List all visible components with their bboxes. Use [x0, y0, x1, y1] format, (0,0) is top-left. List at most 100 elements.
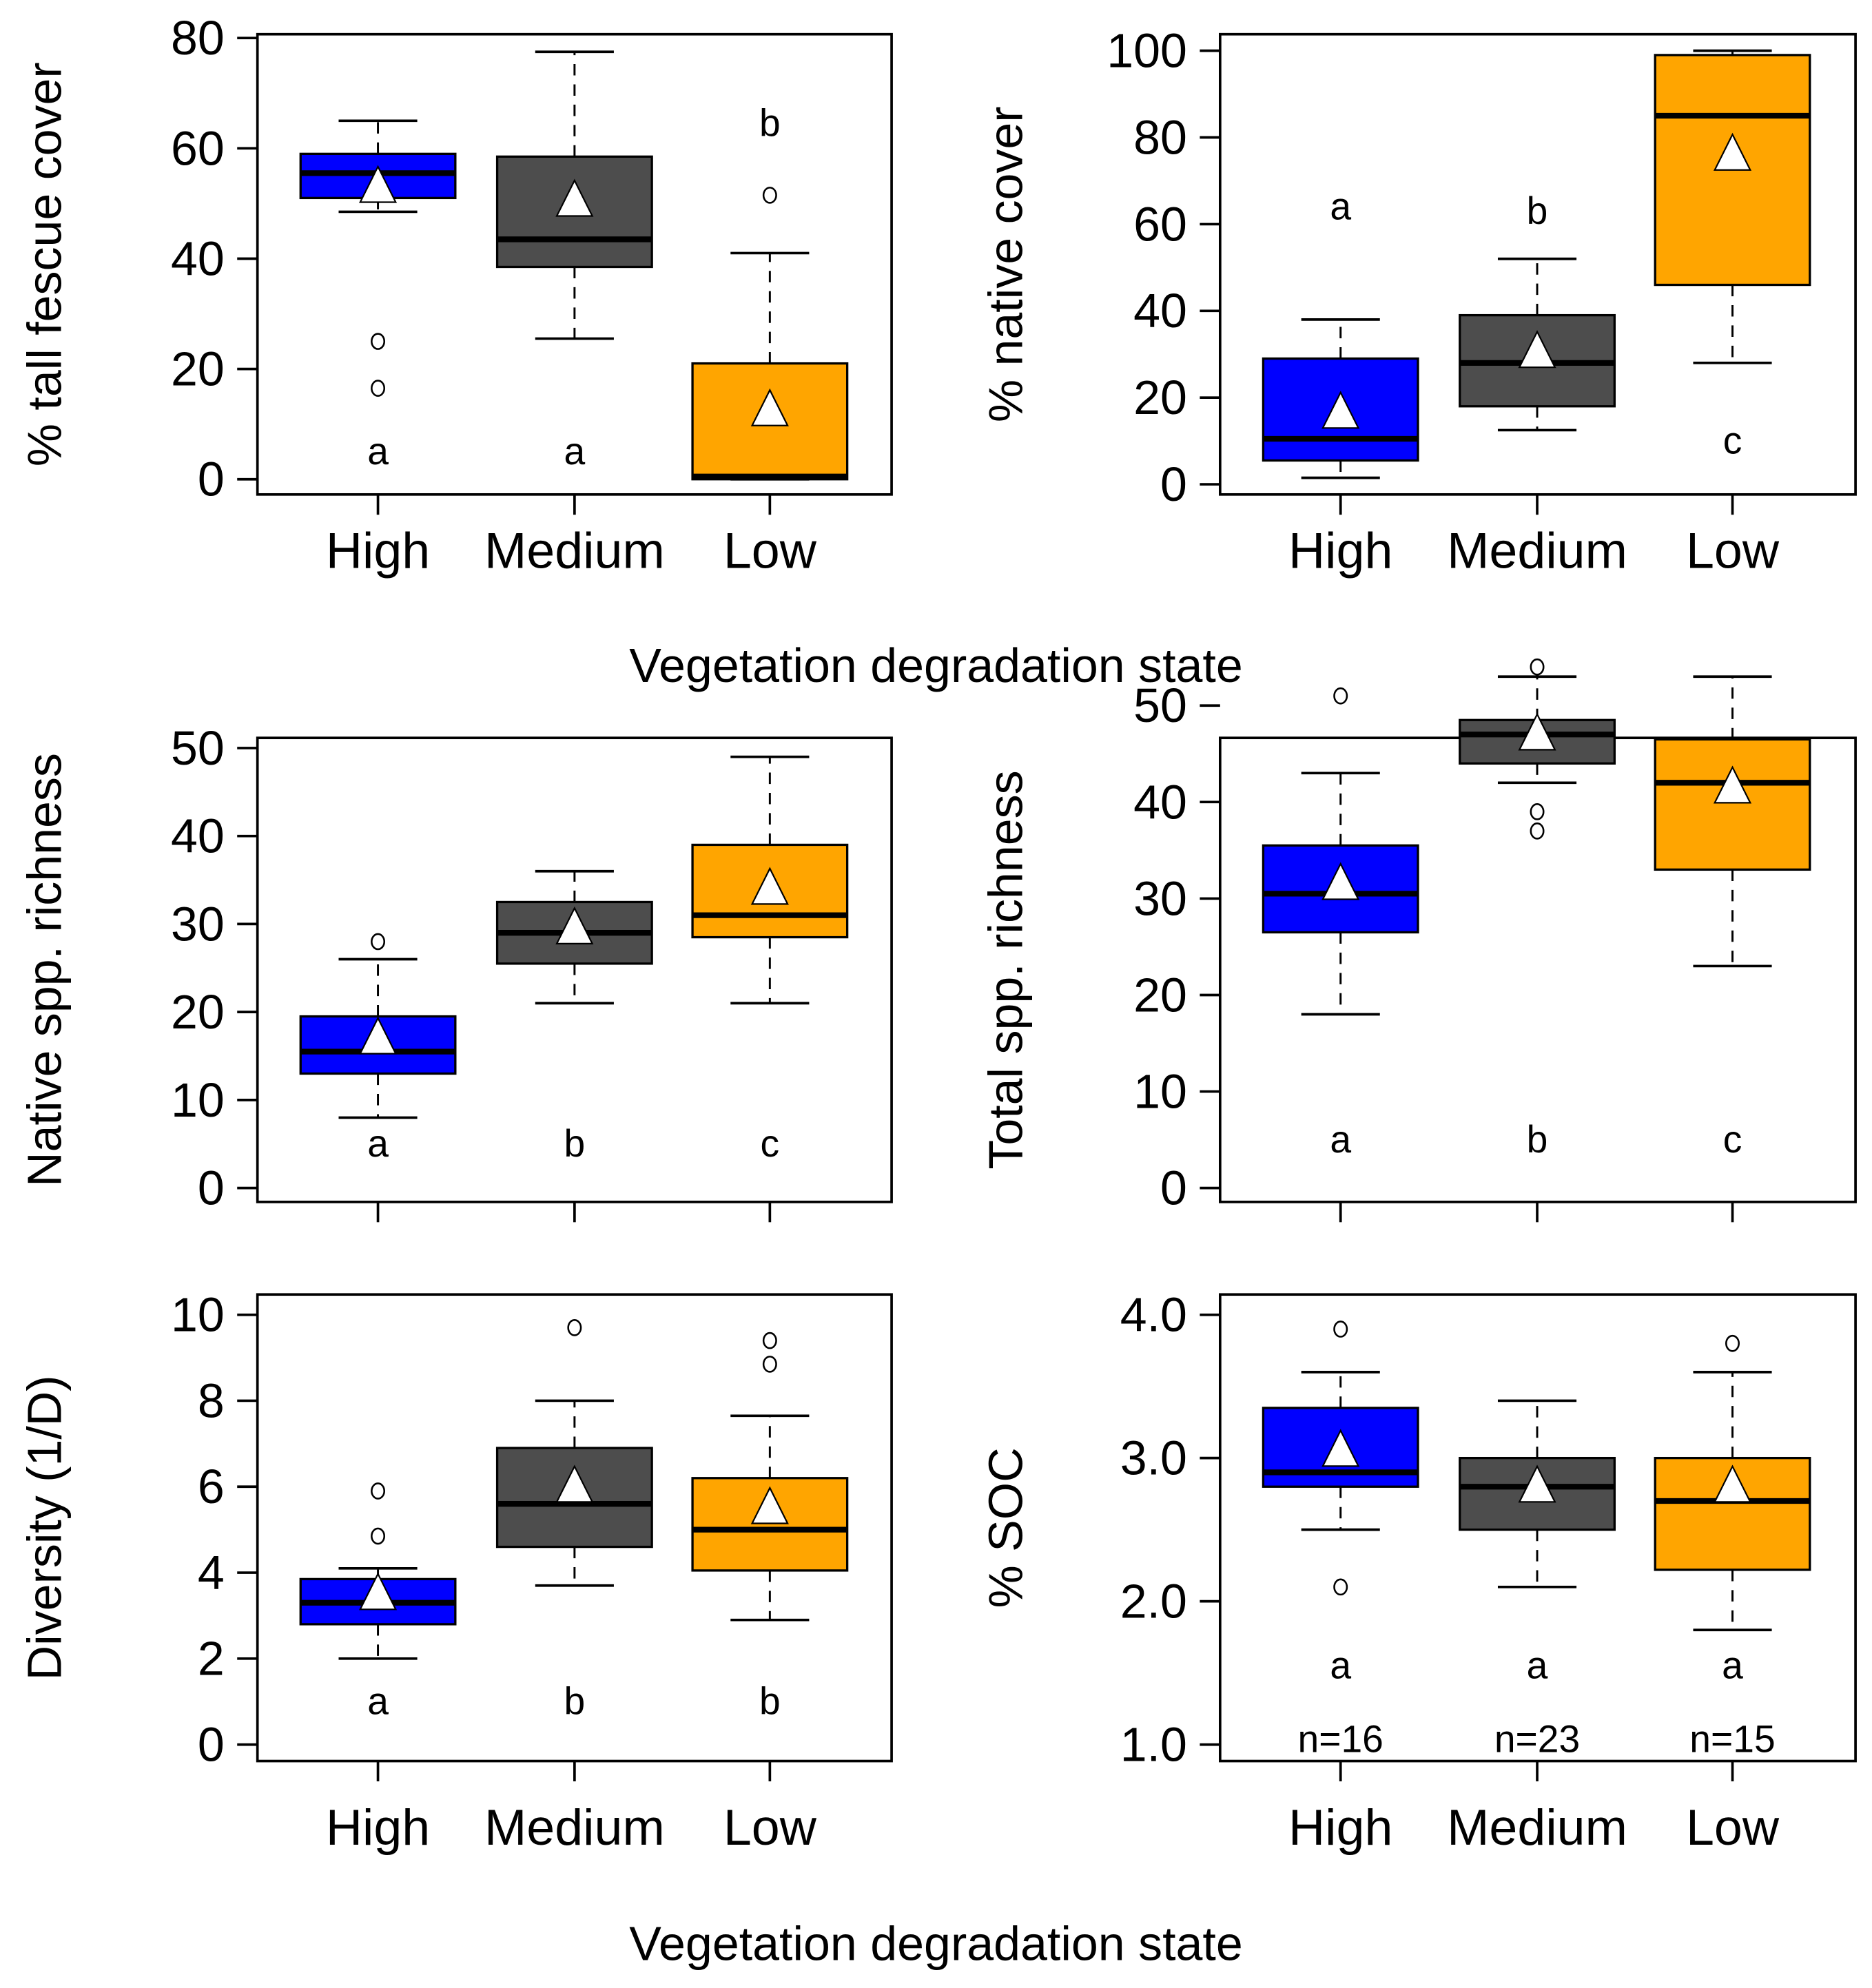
x-category-label: Low — [1686, 1799, 1780, 1856]
y-tick-label: 4 — [198, 1546, 225, 1599]
significance-letter: b — [1527, 189, 1548, 232]
y-axis-label: Diversity (1/D) — [17, 1375, 71, 1680]
significance-letter: b — [759, 1680, 781, 1723]
box-medium: a n=23 — [1459, 1399, 1616, 1761]
y-tick-label: 10 — [1133, 1064, 1187, 1118]
mean-marker — [1713, 765, 1752, 804]
panel-4: 0 10 20 30 40 50 Total spp. richness a b c — [979, 658, 1857, 1223]
y-tick-label: 20 — [1133, 968, 1187, 1022]
y-axis-label: Native spp. richness — [17, 753, 71, 1187]
mean-marker — [1518, 712, 1556, 751]
significance-letter: a — [367, 1122, 389, 1165]
outlier-point — [1530, 822, 1545, 840]
box-medium: b — [495, 1319, 653, 1723]
mean-marker — [358, 165, 398, 203]
y-tick-label: 0 — [1160, 457, 1187, 511]
y-tick-label: 40 — [171, 809, 225, 863]
outlier-point — [762, 187, 777, 204]
y-tick-label: 8 — [198, 1374, 225, 1427]
x-category-label: Low — [723, 522, 817, 579]
y-tick-label: 20 — [171, 342, 225, 396]
significance-letter: b — [564, 1122, 586, 1165]
significance-letter: a — [1527, 1644, 1548, 1687]
y-tick-label: 40 — [171, 231, 225, 285]
y-tick-label: 40 — [1133, 284, 1187, 338]
y-tick-label: 0 — [1160, 1161, 1187, 1215]
outlier-point — [1530, 658, 1545, 676]
outlier-point — [567, 1319, 582, 1336]
x-category-label: Low — [1686, 522, 1780, 579]
significance-letter: b — [759, 102, 781, 145]
box-medium: b — [495, 869, 653, 1165]
significance-letter: c — [1723, 1118, 1742, 1161]
plot-frame — [1218, 32, 1857, 496]
panel-6: 1.0 2.0 3.0 4.0 % SOC High Medium Low a n=16 a n=23… — [979, 1288, 1857, 1856]
x-axis-title-bottom: Vegetation degradation state — [629, 1917, 1243, 1971]
significance-letter: a — [367, 1680, 389, 1723]
y-tick-label: 4.0 — [1120, 1288, 1187, 1342]
y-tick-label: 60 — [171, 121, 225, 175]
box-low: b — [691, 1332, 849, 1723]
significance-letter: a — [1722, 1644, 1743, 1687]
y-tick-label: 60 — [1133, 197, 1187, 251]
y-tick-label: 0 — [198, 1718, 225, 1772]
mean-marker — [555, 1464, 594, 1503]
panel-2: 0 20 40 60 80 100 % native cover High Medium Low a… — [979, 24, 1857, 579]
y-tick-label: 10 — [171, 1073, 225, 1127]
y-tick-label: 3.0 — [1120, 1431, 1187, 1485]
y-tick-label: 10 — [171, 1288, 225, 1342]
mean-marker — [1713, 1464, 1752, 1503]
y-tick-label: 30 — [1133, 871, 1187, 925]
box-low: c — [1654, 675, 1811, 1161]
outlier-point — [371, 380, 386, 397]
panel-5: 0 2 4 6 8 10 Diversity (1/D) High Medium Low a b b — [17, 1288, 893, 1856]
significance-letter: a — [564, 430, 586, 473]
y-tick-label: 20 — [1133, 371, 1187, 424]
outlier-point — [1725, 1334, 1740, 1352]
panel-3: 0 10 20 30 40 50 Native spp. richness a b c — [17, 721, 893, 1223]
sample-size-label: n=16 — [1298, 1718, 1384, 1761]
x-category-label: High — [1288, 1799, 1392, 1856]
significance-letter: a — [1330, 185, 1351, 228]
box-high: a n=16 — [1262, 1321, 1419, 1761]
y-axis-label: % native cover — [979, 106, 1033, 422]
box-high: a — [299, 119, 457, 473]
box-low: c — [691, 755, 849, 1165]
y-tick-label: 0 — [198, 1161, 225, 1215]
x-category-label: Low — [723, 1799, 817, 1856]
outlier-point — [1333, 1321, 1348, 1338]
mean-marker — [750, 867, 789, 905]
mean-marker — [1713, 132, 1752, 171]
y-tick-label: 20 — [171, 985, 225, 1039]
y-tick-label: 40 — [1133, 775, 1187, 829]
panel-1: 0 20 40 60 80 % tall fescue cover High Medium Lo… — [17, 11, 893, 579]
iqr-box — [1654, 738, 1811, 871]
x-category-label: Medium — [484, 522, 665, 579]
mean-marker — [1321, 862, 1360, 900]
box-medium: b — [1459, 658, 1616, 1161]
box-high: a — [299, 933, 457, 1165]
y-tick-label: 80 — [171, 11, 225, 65]
y-axis-label: Total spp. richness — [979, 770, 1033, 1169]
y-axis-label: % tall fescue cover — [17, 62, 71, 466]
x-category-label: Medium — [1447, 522, 1627, 579]
x-category-label: Medium — [484, 1799, 665, 1856]
sample-size-label: n=15 — [1689, 1718, 1775, 1761]
box-high: a — [1262, 687, 1419, 1161]
outlier-point — [371, 1527, 386, 1545]
significance-letter: b — [1527, 1118, 1548, 1161]
y-tick-label: 50 — [1133, 679, 1187, 732]
y-tick-label: 0 — [198, 453, 225, 506]
mean-marker — [555, 178, 594, 217]
iqr-box — [495, 1447, 653, 1549]
mean-marker — [1518, 1464, 1556, 1503]
outlier-point — [762, 1356, 777, 1373]
outlier-point — [371, 933, 386, 951]
x-category-label: High — [1288, 522, 1392, 579]
outlier-point — [371, 333, 386, 350]
outlier-point — [1333, 687, 1348, 705]
significance-letter: c — [1723, 420, 1742, 462]
mean-marker — [358, 1572, 398, 1611]
box-low: b — [691, 102, 849, 481]
